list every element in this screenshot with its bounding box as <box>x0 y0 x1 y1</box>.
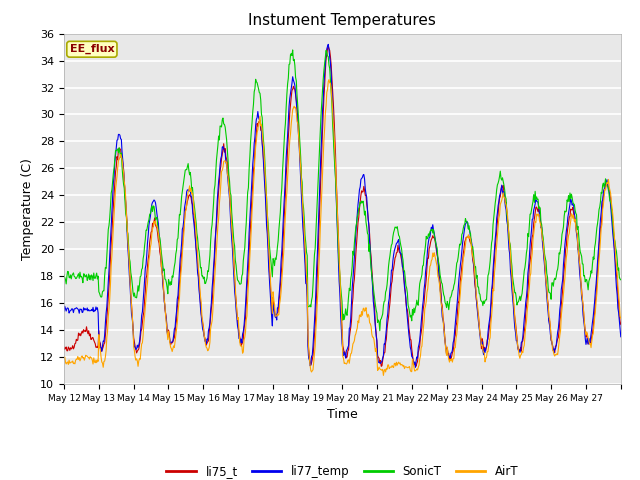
SonicT <box>617 277 625 283</box>
li77_temp <box>276 276 284 281</box>
SonicT <box>125 255 133 261</box>
X-axis label: Time: Time <box>327 408 358 421</box>
AirT <box>433 260 440 265</box>
li75_t <box>125 264 133 269</box>
li77_temp <box>412 365 419 371</box>
AirT <box>276 297 284 302</box>
li77_temp <box>125 272 133 278</box>
li77_temp <box>617 334 625 340</box>
Line: SonicT: SonicT <box>64 50 621 331</box>
SonicT <box>255 90 263 96</box>
AirT <box>60 356 68 362</box>
li75_t <box>324 43 332 48</box>
li77_temp <box>433 245 440 251</box>
li75_t <box>433 247 440 253</box>
li75_t <box>255 119 263 124</box>
AirT <box>228 224 236 229</box>
Legend: li75_t, li77_temp, SonicT, AirT: li75_t, li77_temp, SonicT, AirT <box>162 460 523 480</box>
li77_temp <box>255 117 263 122</box>
li77_temp <box>60 308 68 314</box>
SonicT <box>60 272 68 278</box>
AirT <box>125 262 133 267</box>
Line: li77_temp: li77_temp <box>64 44 621 368</box>
li75_t <box>617 322 625 327</box>
SonicT <box>376 328 383 334</box>
SonicT <box>433 243 440 249</box>
Title: Instument Temperatures: Instument Temperatures <box>248 13 436 28</box>
li75_t <box>60 345 68 350</box>
li75_t <box>276 283 284 288</box>
AirT <box>380 372 387 378</box>
SonicT <box>228 209 236 215</box>
SonicT <box>289 47 296 53</box>
Y-axis label: Temperature (C): Temperature (C) <box>22 158 35 260</box>
SonicT <box>276 209 284 215</box>
Line: AirT: AirT <box>64 80 621 375</box>
li75_t <box>378 363 385 369</box>
Line: li75_t: li75_t <box>64 46 621 366</box>
AirT <box>255 119 263 124</box>
li75_t <box>401 288 409 294</box>
li77_temp <box>401 284 408 290</box>
AirT <box>617 315 625 321</box>
AirT <box>325 77 333 83</box>
AirT <box>401 364 409 370</box>
li75_t <box>228 224 236 229</box>
li77_temp <box>228 235 236 240</box>
Text: EE_flux: EE_flux <box>70 44 114 54</box>
li77_temp <box>324 41 332 47</box>
SonicT <box>401 275 409 280</box>
